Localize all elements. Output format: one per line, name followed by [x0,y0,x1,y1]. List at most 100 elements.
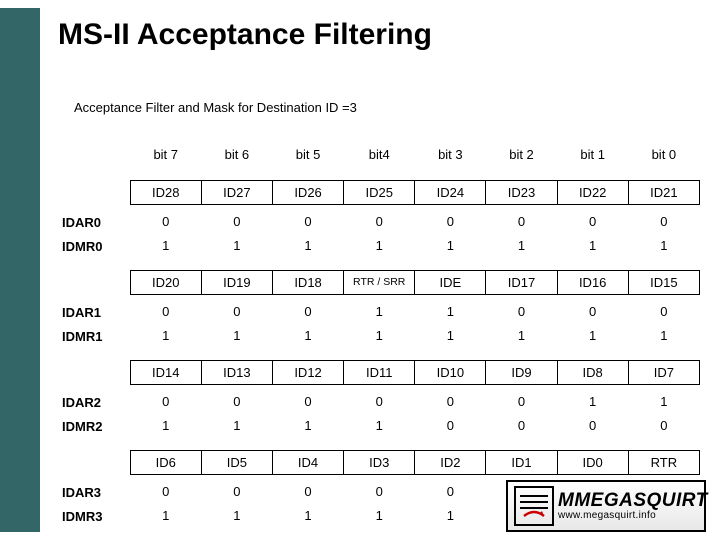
acceptance-value: 0 [344,210,415,234]
id-cell: ID16 [557,270,628,294]
mask-value: 1 [344,504,415,528]
id-cell: ID20 [130,270,201,294]
id-cell: ID2 [415,450,486,474]
logo-url: www.megasquirt.info [558,511,708,521]
acceptance-value: 0 [130,210,201,234]
acceptance-value: 0 [557,210,628,234]
acceptance-value: 0 [201,300,272,324]
page-title: MS-II Acceptance Filtering [58,18,432,52]
id-cell: ID0 [557,450,628,474]
acceptance-value: 0 [628,210,699,234]
mask-value: 0 [415,414,486,438]
acceptance-value: 0 [486,210,557,234]
mask-value: 1 [272,234,343,258]
mask-label: IDMR2 [60,414,130,438]
acceptance-label: IDAR1 [60,300,130,324]
mask-value: 1 [628,234,699,258]
id-cell: ID21 [628,180,699,204]
mask-value: 0 [557,414,628,438]
bit-header: bit 1 [557,140,628,168]
mask-value: 1 [272,414,343,438]
mask-value: 1 [344,414,415,438]
id-cell: ID14 [130,360,201,384]
id-cell: ID24 [415,180,486,204]
id-cell: ID27 [201,180,272,204]
id-cell: ID3 [344,450,415,474]
mask-value: 1 [272,504,343,528]
mask-label: IDMR0 [60,234,130,258]
bit-header: bit4 [344,140,415,168]
id-cell: ID5 [201,450,272,474]
bit-header: bit 6 [201,140,272,168]
megasquirt-logo: MMEGASQUIRT www.megasquirt.info [506,480,706,532]
mask-value: 1 [628,324,699,348]
acceptance-value: 0 [415,390,486,414]
mask-value: 1 [201,234,272,258]
id-cell: ID18 [272,270,343,294]
id-cell: ID8 [557,360,628,384]
id-cell: ID19 [201,270,272,294]
id-cell: ID15 [628,270,699,294]
id-cell: ID1 [486,450,557,474]
id-cell: ID6 [130,450,201,474]
acceptance-value: 0 [272,210,343,234]
acceptance-value: 0 [344,390,415,414]
mask-value: 1 [272,324,343,348]
mask-value: 1 [415,234,486,258]
mask-value: 1 [130,504,201,528]
id-cell: IDE [415,270,486,294]
filter-table: bit 7bit 6bit 5bit4bit 3bit 2bit 1bit 0I… [60,140,700,528]
mask-value: 1 [486,234,557,258]
id-cell: ID17 [486,270,557,294]
logo-icon [514,486,554,526]
mask-value: 1 [201,324,272,348]
logo-brand: MEGASQUIRT [574,490,707,511]
acceptance-label: IDAR0 [60,210,130,234]
id-cell: ID12 [272,360,343,384]
acceptance-value: 0 [130,300,201,324]
acceptance-value: 1 [344,300,415,324]
mask-value: 1 [486,324,557,348]
mask-value: 1 [557,234,628,258]
logo-text: MMEGASQUIRT www.megasquirt.info [558,491,708,521]
acceptance-value: 0 [130,390,201,414]
mask-label: IDMR1 [60,324,130,348]
id-cell: ID9 [486,360,557,384]
bit-header: bit 5 [272,140,343,168]
acceptance-value: 0 [415,210,486,234]
acceptance-value: 0 [344,480,415,504]
mask-value: 1 [130,234,201,258]
acceptance-value: 0 [415,480,486,504]
mask-value: 1 [415,324,486,348]
acceptance-value: 0 [557,300,628,324]
id-cell: RTR / SRR [344,270,415,294]
acceptance-value: 0 [628,300,699,324]
bit-header: bit 7 [130,140,201,168]
acceptance-label: IDAR3 [60,480,130,504]
id-cell: ID22 [557,180,628,204]
acceptance-value: 0 [130,480,201,504]
mask-label: IDMR3 [60,504,130,528]
mask-value: 1 [415,504,486,528]
acceptance-value: 1 [415,300,486,324]
acceptance-label: IDAR2 [60,390,130,414]
mask-value: 1 [130,324,201,348]
id-cell: ID4 [272,450,343,474]
id-cell: ID10 [415,360,486,384]
left-accent-bar [0,8,40,532]
bit-header: bit 2 [486,140,557,168]
bit-header: bit 3 [415,140,486,168]
acceptance-value: 1 [628,390,699,414]
id-cell: ID26 [272,180,343,204]
acceptance-value: 0 [486,390,557,414]
mask-value: 0 [486,414,557,438]
mask-value: 1 [557,324,628,348]
id-cell: ID7 [628,360,699,384]
acceptance-value: 0 [201,210,272,234]
mask-value: 1 [344,234,415,258]
acceptance-value: 0 [272,480,343,504]
id-cell: ID13 [201,360,272,384]
mask-value: 0 [628,414,699,438]
mask-value: 1 [130,414,201,438]
acceptance-value: 0 [272,390,343,414]
